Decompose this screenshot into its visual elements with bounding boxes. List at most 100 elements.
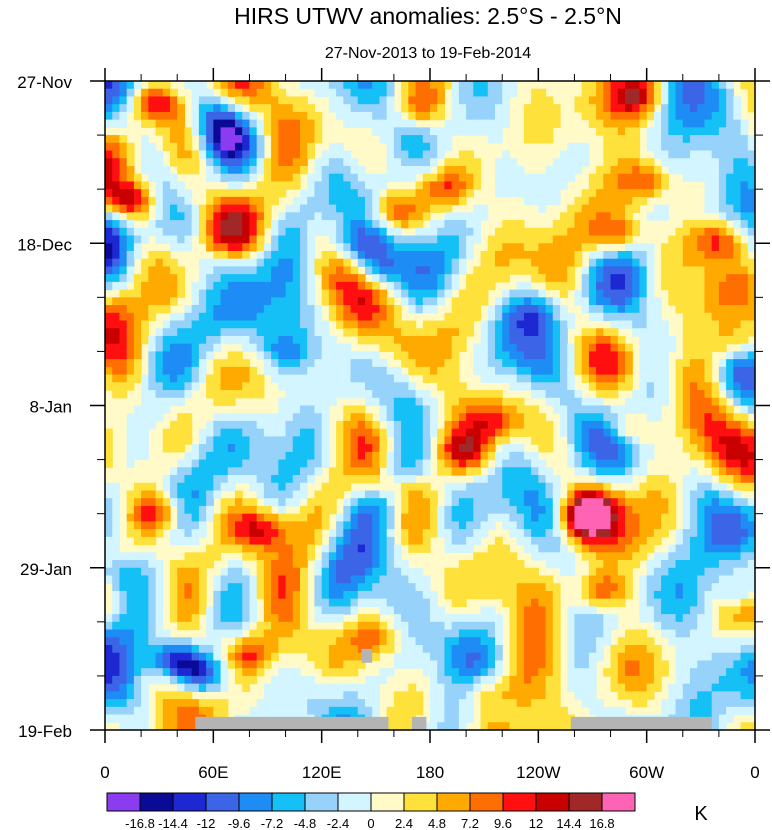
heatmap-cell — [162, 335, 171, 345]
heatmap-cell — [473, 428, 482, 438]
heatmap-cell — [451, 305, 460, 314]
heatmap-cell — [646, 96, 655, 105]
heatmap-cell — [502, 111, 511, 121]
heatmap-cell — [531, 343, 539, 353]
heatmap-cell — [487, 127, 496, 136]
heatmap-cell — [581, 536, 590, 546]
heatmap-cell — [105, 189, 113, 198]
heatmap-cell — [682, 521, 691, 530]
heatmap-cell — [603, 505, 612, 515]
heatmap-cell — [632, 81, 641, 90]
heatmap-cell — [220, 397, 229, 407]
heatmap-cell — [343, 343, 352, 353]
heatmap-cell — [235, 312, 243, 322]
heatmap-cell — [502, 482, 511, 492]
heatmap-cell — [177, 243, 186, 252]
heatmap-cell — [263, 505, 272, 515]
heatmap-cell — [430, 305, 438, 314]
heatmap-cell — [560, 359, 568, 368]
heatmap-cell — [191, 590, 200, 600]
heatmap-cell — [292, 227, 301, 237]
heatmap-cell — [177, 119, 186, 128]
heatmap-cell — [610, 189, 619, 198]
heatmap-cell — [473, 436, 482, 445]
heatmap-cell — [444, 498, 453, 507]
heatmap-cell — [256, 436, 265, 445]
heatmap-cell — [509, 598, 518, 607]
heatmap-cell — [726, 142, 734, 152]
heatmap-cell — [495, 436, 503, 445]
heatmap-cell — [198, 274, 207, 283]
heatmap-cell — [718, 513, 727, 522]
heatmap-cell — [560, 521, 568, 530]
heatmap-cell — [581, 359, 590, 368]
heatmap-cell — [523, 335, 532, 345]
heatmap-cell — [531, 366, 539, 376]
heatmap-cell — [661, 158, 669, 167]
heatmap-cell — [444, 243, 453, 252]
heatmap-cell — [588, 513, 597, 522]
heatmap-cell — [379, 382, 388, 391]
heatmap-cell — [458, 220, 467, 229]
heatmap-cell — [220, 227, 229, 237]
heatmap-cell — [393, 204, 402, 213]
heatmap-cell — [177, 413, 186, 422]
heatmap-cell — [184, 521, 193, 530]
heatmap-cell — [726, 413, 734, 422]
heatmap-cell — [379, 88, 388, 98]
heatmap-cell — [711, 250, 720, 260]
heatmap-cell — [516, 335, 525, 345]
heatmap-cell — [747, 212, 755, 221]
heatmap-cell — [733, 590, 742, 600]
heatmap-cell — [227, 459, 236, 468]
heatmap-cell — [235, 420, 243, 430]
heatmap-cell — [177, 111, 186, 121]
heatmap-cell — [357, 111, 366, 121]
heatmap-cell — [538, 428, 547, 438]
heatmap-cell — [632, 173, 641, 183]
heatmap-cell — [545, 312, 554, 322]
heatmap-cell — [198, 575, 207, 584]
heatmap-cell — [502, 475, 511, 484]
heatmap-cell — [307, 536, 316, 546]
heatmap-cell — [610, 374, 619, 383]
heatmap-cell — [328, 475, 337, 484]
heatmap-cell — [711, 583, 720, 592]
heatmap-cell — [141, 165, 149, 175]
heatmap-cell — [328, 88, 337, 98]
heatmap-cell — [697, 165, 706, 175]
heatmap-cell — [271, 436, 279, 445]
heatmap-cell — [422, 227, 431, 237]
heatmap-cell — [235, 451, 243, 461]
heatmap-cell — [401, 529, 409, 538]
heatmap-cell — [451, 297, 460, 306]
heatmap-cell — [437, 436, 446, 445]
heatmap-cell — [155, 359, 164, 368]
heatmap-cell — [285, 482, 294, 492]
heatmap-cell — [711, 490, 720, 499]
heatmap-cell — [430, 173, 438, 183]
heatmap-cell — [451, 575, 460, 584]
heatmap-cell — [552, 335, 561, 345]
heatmap-cell — [740, 173, 749, 183]
heatmap-cell — [718, 312, 727, 322]
heatmap-cell — [567, 482, 576, 492]
heatmap-cell — [191, 482, 200, 492]
heatmap-cell — [487, 428, 496, 438]
heatmap-cell — [422, 96, 431, 105]
heatmap-cell — [646, 498, 655, 507]
heatmap-cell — [675, 158, 684, 167]
heatmap-cell — [690, 320, 698, 329]
heatmap-cell — [487, 467, 496, 476]
heatmap-cell — [191, 359, 200, 368]
heatmap-cell — [365, 552, 373, 561]
heatmap-cell — [379, 590, 388, 600]
heatmap-cell — [596, 127, 604, 136]
heatmap-cell — [531, 119, 539, 128]
heatmap-cell — [675, 552, 684, 561]
heatmap-cell — [141, 529, 149, 538]
heatmap-cell — [733, 297, 742, 306]
heatmap-cell — [480, 96, 489, 105]
heatmap-cell — [336, 220, 344, 229]
heatmap-cell — [119, 274, 128, 283]
